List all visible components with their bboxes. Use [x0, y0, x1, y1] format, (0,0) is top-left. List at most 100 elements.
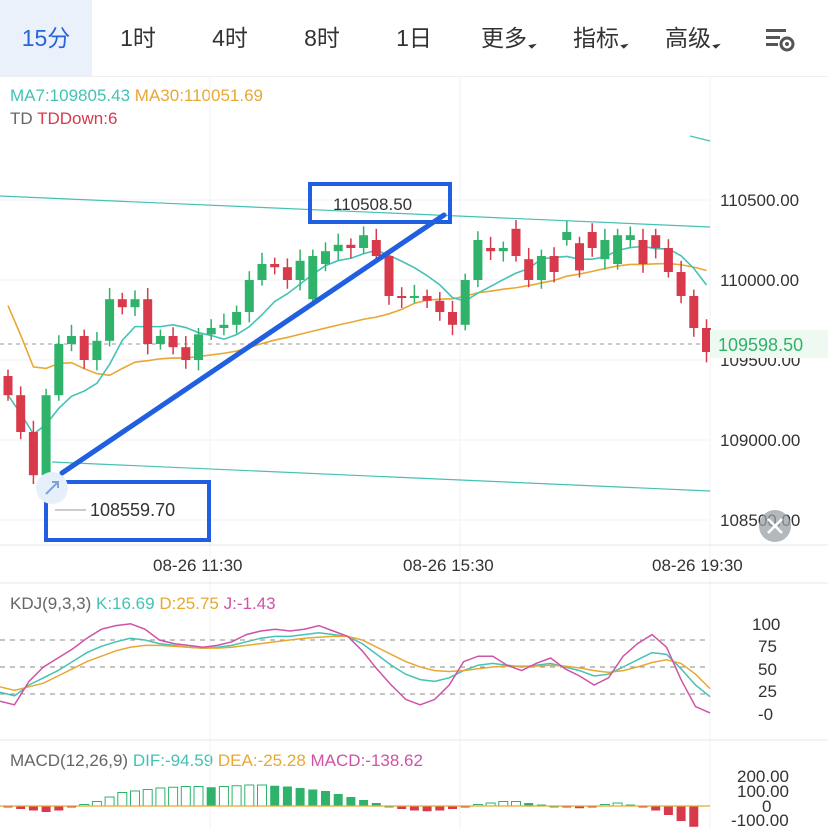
candle-down — [702, 328, 711, 352]
macd-bar — [231, 785, 242, 807]
macd-bar — [689, 806, 699, 827]
close-icon[interactable] — [759, 510, 791, 542]
candle-up — [105, 299, 115, 341]
macd-bar — [206, 787, 216, 806]
candle-up — [67, 336, 76, 344]
macd-bar — [575, 806, 584, 809]
macd-bar — [663, 806, 673, 815]
macd-tick: 200.00 — [737, 767, 789, 786]
macd-bar — [409, 806, 419, 811]
tab-4h[interactable]: 4时 — [184, 0, 276, 76]
tab-label: 8时 — [304, 25, 340, 51]
kdj-tick: 75 — [758, 637, 777, 656]
candle-down — [676, 272, 686, 296]
macd-bar — [193, 786, 204, 807]
tab-15min[interactable]: 15分 — [0, 0, 92, 76]
grid — [0, 76, 711, 828]
tab-8h[interactable]: 8时 — [276, 0, 368, 76]
tab-advanced[interactable]: 高级 — [646, 0, 738, 76]
macd-bar — [16, 806, 26, 809]
macd-bar — [257, 784, 267, 807]
tab-label: 15分 — [21, 25, 71, 51]
candle-up — [600, 240, 610, 260]
tab-label: 1时 — [120, 25, 156, 51]
price-axis: 110500.00 110000.00 109500.00 109000.00 … — [720, 191, 800, 530]
candle-up — [155, 336, 165, 344]
ma30-line — [7, 262, 707, 377]
candle-up — [460, 280, 470, 325]
tab-1d[interactable]: 1日 — [368, 0, 460, 76]
price-tick: 110000.00 — [720, 271, 799, 290]
candle-up — [92, 340, 102, 360]
macd-title: MACD(12,26,9) — [10, 751, 129, 770]
candle-down — [371, 240, 381, 256]
annotation-arrow-line — [59, 212, 447, 476]
macd-dea-value: DEA:-25.28 — [217, 751, 306, 770]
macd-bar — [435, 806, 445, 811]
macd-bar — [536, 804, 546, 806]
macd-bar — [28, 806, 38, 811]
candle-up — [194, 334, 203, 360]
caret-icon — [620, 40, 629, 49]
tab-label: 4时 — [212, 25, 248, 51]
time-label: 08-26 11:30 — [153, 556, 242, 575]
td-value: TDDown:6 — [37, 109, 118, 128]
candle-down — [524, 259, 534, 280]
ma7-line — [7, 245, 708, 436]
macd-bar — [422, 806, 432, 812]
candle-up — [562, 232, 572, 240]
kdj-j-line — [0, 623, 711, 714]
candle-down — [168, 336, 178, 348]
candle-up — [232, 312, 242, 325]
candle-down — [435, 300, 445, 312]
candle-down — [549, 256, 559, 272]
candles — [3, 220, 711, 486]
expand-arrow-icon[interactable] — [36, 472, 68, 504]
candle-down — [117, 299, 127, 308]
chart-settings-icon[interactable] — [760, 22, 800, 56]
candle-down — [587, 232, 597, 248]
macd-bar — [448, 806, 457, 809]
macd-bar — [549, 806, 559, 808]
candle-down — [448, 312, 457, 325]
tab-more[interactable]: 更多 — [462, 0, 554, 76]
macd-bar — [308, 789, 318, 806]
macd-bar — [244, 784, 255, 807]
macd-bar — [321, 791, 330, 806]
kdj-d-value: D:25.75 — [159, 594, 219, 613]
timeframe-tabbar: 15分 1时 4时 8时 1日 更多 指标 高级 — [0, 0, 828, 77]
ma30-path — [7, 262, 707, 377]
candle-down — [3, 376, 13, 396]
tab-1h[interactable]: 1时 — [92, 0, 184, 76]
caret-icon — [712, 40, 721, 49]
macd-dif-value: DIF:-94.59 — [132, 751, 214, 770]
tab-indicators[interactable]: 指标 — [554, 0, 646, 76]
candle-down — [346, 244, 356, 248]
kdj-tick: 100 — [752, 615, 780, 634]
candle-down — [16, 395, 26, 432]
candle-up — [206, 328, 216, 335]
macd-bar — [651, 806, 661, 811]
kdj-axis: 100 75 50 25 -0 — [752, 615, 780, 724]
tab-label: 1日 — [396, 25, 432, 51]
macd-bar — [155, 787, 166, 807]
candle-down — [397, 296, 407, 298]
macd-bar — [218, 786, 229, 807]
kdj-grid — [0, 639, 710, 695]
candle-down — [422, 296, 432, 301]
macd-histogram — [0, 784, 710, 827]
kdj-j-value: J:-1.43 — [223, 594, 276, 613]
macd-bar — [384, 806, 394, 808]
macd-bar — [498, 801, 509, 807]
trendline-lower — [51, 461, 711, 492]
candle-down — [663, 248, 673, 272]
candle-up — [257, 264, 267, 280]
kline-chart[interactable]: 110500.00 110000.00 109500.00 109000.00 … — [0, 76, 828, 828]
candle-down — [28, 432, 38, 476]
candle-up — [244, 280, 254, 312]
candle-up — [536, 256, 546, 280]
kdj-tick: -0 — [758, 705, 773, 724]
macd-bar — [676, 806, 686, 821]
candle-down — [270, 264, 280, 268]
candle-up — [359, 235, 369, 248]
